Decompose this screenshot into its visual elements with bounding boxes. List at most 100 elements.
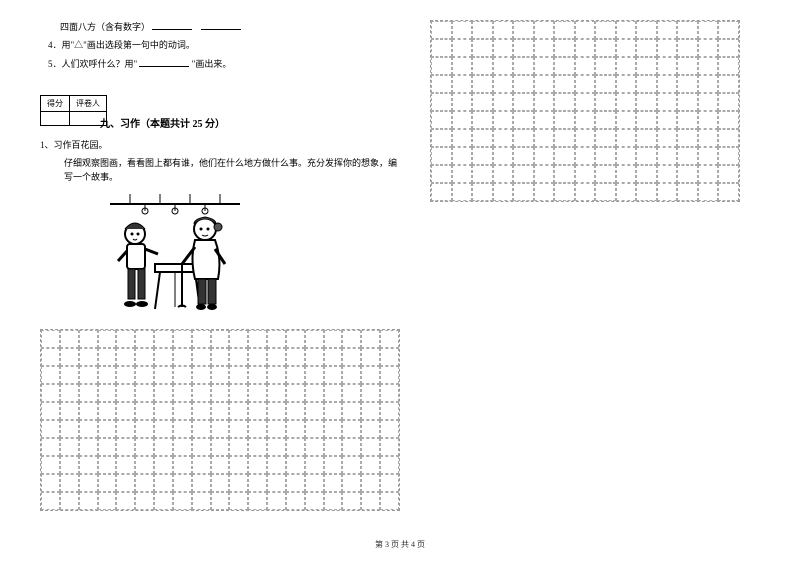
score-table: 得分 评卷人 [40, 95, 107, 126]
grid-cell [698, 21, 719, 39]
grid-cell [342, 366, 361, 384]
grid-cell [79, 348, 98, 366]
grid-cell [211, 492, 230, 510]
grid-cell [41, 456, 60, 474]
grid-cell [472, 147, 493, 165]
grid-cell [229, 348, 248, 366]
grid-cell [41, 402, 60, 420]
grid-cell [636, 111, 657, 129]
grid-cell [554, 21, 575, 39]
grid-cell [135, 492, 154, 510]
grid-cell [616, 93, 637, 111]
grid-cell [636, 93, 657, 111]
grid-cell [718, 111, 739, 129]
grid-cell [116, 456, 135, 474]
grid-cell [173, 384, 192, 402]
grid-cell [79, 402, 98, 420]
grid-cell [698, 57, 719, 75]
grid-cell [380, 330, 399, 348]
grid-cell [677, 111, 698, 129]
grid-cell [595, 21, 616, 39]
grid-cell [595, 93, 616, 111]
grid-cell [616, 165, 637, 183]
grid-cell [636, 183, 657, 201]
grid-cell [575, 165, 596, 183]
grid-cell [324, 438, 343, 456]
grid-cell [575, 111, 596, 129]
grid-cell [173, 474, 192, 492]
grid-cell [248, 492, 267, 510]
grid-cell [342, 420, 361, 438]
grid-cell [342, 474, 361, 492]
grid-cell [431, 21, 452, 39]
grid-cell [211, 474, 230, 492]
grid-cell [657, 57, 678, 75]
grid-cell [342, 492, 361, 510]
grid-cell [60, 420, 79, 438]
grid-cell [595, 183, 616, 201]
grid-cell [636, 57, 657, 75]
grid-cell [229, 492, 248, 510]
grid-cell [324, 330, 343, 348]
grid-cell [211, 348, 230, 366]
grid-cell [380, 492, 399, 510]
grid-cell [452, 21, 473, 39]
grid-cell [575, 75, 596, 93]
grid-cell [305, 456, 324, 474]
grid-cell [718, 165, 739, 183]
grid-cell [154, 348, 173, 366]
grid-cell [135, 402, 154, 420]
grid-cell [380, 420, 399, 438]
grid-cell [79, 330, 98, 348]
grid-cell [248, 456, 267, 474]
grid-cell [452, 129, 473, 147]
grid-cell [616, 129, 637, 147]
grid-cell [41, 420, 60, 438]
grid-cell [324, 456, 343, 474]
grid-cell [513, 57, 534, 75]
grid-cell [361, 348, 380, 366]
right-column [420, 20, 740, 511]
grid-cell [154, 402, 173, 420]
story-illustration [100, 189, 250, 319]
grid-cell [116, 366, 135, 384]
grid-cell [513, 39, 534, 57]
grid-cell [718, 129, 739, 147]
grid-cell [534, 93, 555, 111]
grid-cell [211, 456, 230, 474]
grid-cell [657, 93, 678, 111]
grid-cell [698, 93, 719, 111]
grid-cell [267, 456, 286, 474]
grid-cell [534, 39, 555, 57]
grid-cell [677, 183, 698, 201]
blank-3 [139, 57, 189, 67]
grid-cell [554, 111, 575, 129]
grid-cell [192, 384, 211, 402]
grid-cell [79, 384, 98, 402]
grid-cell [452, 183, 473, 201]
blank-1 [152, 20, 192, 30]
grid-cell [173, 438, 192, 456]
left-column: 四面八方（含有数字） 4．用"△"画出选段第一句中的动词。 5．人们欢呼什么？用… [40, 20, 420, 511]
grid-cell [677, 75, 698, 93]
grid-cell [154, 366, 173, 384]
grid-cell [211, 420, 230, 438]
grid-cell [248, 474, 267, 492]
grid-cell [229, 366, 248, 384]
grid-cell [248, 384, 267, 402]
grid-cell [698, 111, 719, 129]
grid-cell [431, 129, 452, 147]
grid-cell [595, 165, 616, 183]
score-box: 得分 评卷人 [40, 95, 107, 126]
grid-cell [267, 330, 286, 348]
grid-cell [452, 111, 473, 129]
grid-cell [575, 21, 596, 39]
grid-cell [380, 348, 399, 366]
grid-cell [616, 147, 637, 165]
grid-cell [267, 438, 286, 456]
grid-cell [534, 147, 555, 165]
grid-cell [380, 438, 399, 456]
grid-cell [116, 420, 135, 438]
grid-cell [135, 366, 154, 384]
grid-cell [211, 384, 230, 402]
